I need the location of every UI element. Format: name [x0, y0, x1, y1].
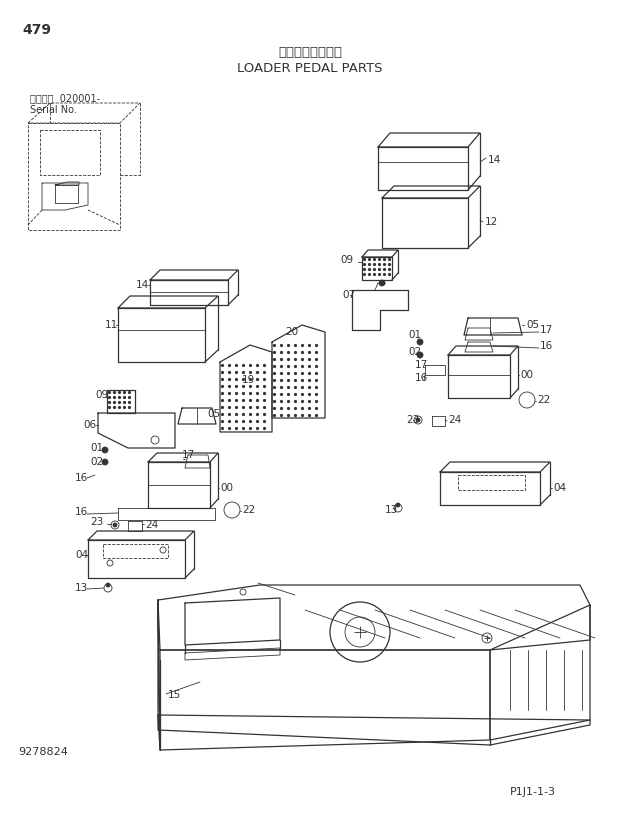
Text: 02: 02 [408, 347, 421, 357]
Text: 16: 16 [75, 473, 88, 483]
Text: Serial No.: Serial No. [30, 105, 77, 115]
Circle shape [396, 503, 400, 507]
Text: 16: 16 [540, 341, 553, 351]
Text: 適用号機  020001-: 適用号機 020001- [30, 93, 100, 103]
Text: 00: 00 [220, 483, 233, 493]
Text: 01: 01 [90, 443, 103, 453]
Text: 02: 02 [90, 457, 103, 467]
Text: 15: 15 [168, 690, 181, 700]
Circle shape [417, 352, 423, 358]
Text: 09: 09 [95, 390, 108, 400]
Text: 14: 14 [136, 280, 149, 290]
Text: LOADER PEDAL PARTS: LOADER PEDAL PARTS [237, 61, 383, 74]
Text: 16: 16 [75, 507, 88, 517]
Text: 23: 23 [90, 517, 104, 527]
Text: 23: 23 [406, 415, 419, 425]
Circle shape [113, 523, 117, 527]
Text: 9278824: 9278824 [18, 747, 68, 757]
Text: 07: 07 [342, 290, 355, 300]
Text: 09: 09 [340, 255, 353, 265]
Text: 19: 19 [242, 375, 255, 385]
Text: 17: 17 [415, 360, 428, 370]
Text: 16: 16 [415, 373, 428, 383]
Text: ローダペダル部品: ローダペダル部品 [278, 46, 342, 59]
Text: 22: 22 [242, 505, 255, 515]
Text: 13: 13 [75, 583, 88, 593]
Text: 04: 04 [553, 483, 566, 493]
Text: 20: 20 [285, 327, 298, 337]
Text: 05: 05 [207, 409, 220, 419]
Text: 24: 24 [448, 415, 461, 425]
Circle shape [379, 280, 385, 286]
Text: 00: 00 [520, 370, 533, 380]
Text: P1J1-1-3: P1J1-1-3 [510, 787, 556, 797]
Text: 17: 17 [540, 325, 553, 335]
Text: 22: 22 [537, 395, 551, 405]
Text: 11: 11 [105, 320, 118, 330]
Circle shape [106, 583, 110, 587]
Circle shape [102, 459, 108, 465]
Text: 479: 479 [22, 23, 51, 37]
Text: 12: 12 [485, 217, 498, 227]
Text: 24: 24 [145, 520, 158, 530]
Text: 17: 17 [182, 450, 195, 460]
Circle shape [417, 339, 423, 345]
Text: 13: 13 [385, 505, 398, 515]
Text: 01: 01 [408, 330, 421, 340]
Circle shape [102, 447, 108, 453]
Text: 04: 04 [75, 550, 88, 560]
Text: 05: 05 [526, 320, 539, 330]
Text: 14: 14 [488, 155, 501, 165]
Circle shape [416, 418, 420, 422]
Text: 06: 06 [83, 420, 96, 430]
